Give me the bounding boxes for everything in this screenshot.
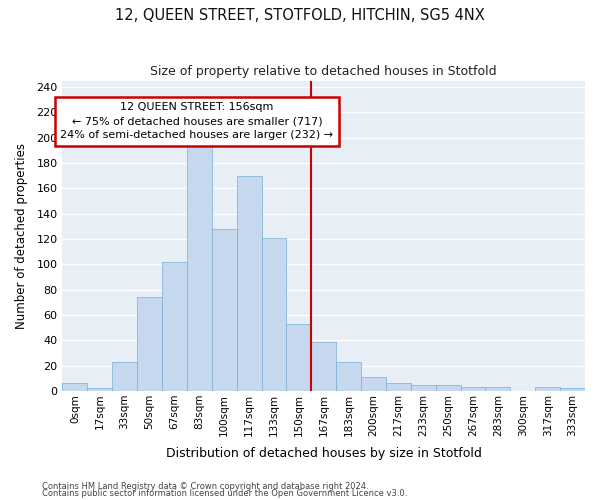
Bar [560, 388, 585, 391]
Bar [137, 297, 162, 391]
Text: Contains HM Land Registry data © Crown copyright and database right 2024.: Contains HM Land Registry data © Crown c… [42, 482, 368, 491]
Bar [461, 387, 485, 391]
Y-axis label: Number of detached properties: Number of detached properties [15, 143, 28, 329]
Bar [535, 387, 560, 391]
Bar [262, 238, 286, 391]
Bar [386, 384, 411, 391]
Bar [286, 324, 311, 391]
Bar [88, 388, 112, 391]
Bar [485, 387, 511, 391]
Text: Contains public sector information licensed under the Open Government Licence v3: Contains public sector information licen… [42, 489, 407, 498]
Bar [361, 377, 386, 391]
X-axis label: Distribution of detached houses by size in Stotfold: Distribution of detached houses by size … [166, 447, 482, 460]
Bar [411, 384, 436, 391]
Bar [436, 384, 461, 391]
Bar [187, 146, 212, 391]
Bar [336, 362, 361, 391]
Text: 12, QUEEN STREET, STOTFOLD, HITCHIN, SG5 4NX: 12, QUEEN STREET, STOTFOLD, HITCHIN, SG5… [115, 8, 485, 22]
Bar [311, 342, 336, 391]
Text: 12 QUEEN STREET: 156sqm
← 75% of detached houses are smaller (717)
24% of semi-d: 12 QUEEN STREET: 156sqm ← 75% of detache… [60, 102, 334, 140]
Bar [112, 362, 137, 391]
Bar [212, 229, 236, 391]
Title: Size of property relative to detached houses in Stotfold: Size of property relative to detached ho… [151, 65, 497, 78]
Bar [62, 384, 88, 391]
Bar [162, 262, 187, 391]
Bar [236, 176, 262, 391]
